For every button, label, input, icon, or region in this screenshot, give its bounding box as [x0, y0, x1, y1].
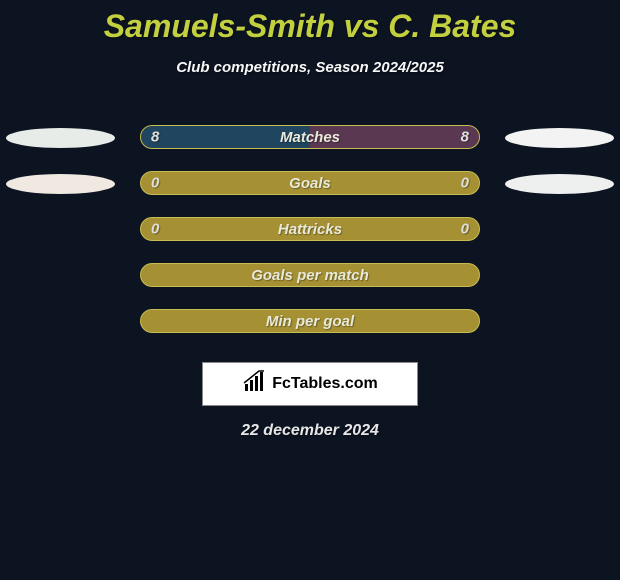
stat-row: Goals per match: [0, 252, 620, 298]
stat-row: 8 8 Matches: [0, 114, 620, 160]
stat-label: Min per goal: [266, 313, 354, 330]
player-marker-left: [6, 128, 115, 148]
stat-value-left: 8: [151, 129, 159, 146]
stat-row: 0 0 Hattricks: [0, 206, 620, 252]
page-title: Samuels-Smith vs C. Bates: [0, 0, 620, 45]
stat-row: Min per goal: [0, 298, 620, 344]
stat-bar: 0 0 Goals: [140, 171, 480, 195]
stats-rows: 8 8 Matches 0 0 Goals 0 0 Hattricks Goals per mat…: [0, 114, 620, 344]
stat-label: Goals: [289, 175, 331, 192]
stat-value-left: 0: [151, 221, 159, 238]
stat-value-right: 8: [461, 129, 469, 146]
footer-brand-text: FcTables.com: [272, 375, 378, 393]
comparison-infographic: Samuels-Smith vs C. Bates Club competiti…: [0, 0, 620, 580]
footer-brand-box: FcTables.com: [202, 362, 418, 406]
stat-value-left: 0: [151, 175, 159, 192]
stat-value-right: 0: [461, 175, 469, 192]
player-marker-right: [505, 174, 614, 194]
stat-bar: Goals per match: [140, 263, 480, 287]
player-marker-right: [505, 128, 614, 148]
stat-label: Matches: [280, 129, 340, 146]
stat-bar: 8 8 Matches: [140, 125, 480, 149]
stat-bar: Min per goal: [140, 309, 480, 333]
player-marker-left: [6, 174, 115, 194]
stat-value-right: 0: [461, 221, 469, 238]
date-text: 22 december 2024: [0, 422, 620, 440]
subtitle: Club competitions, Season 2024/2025: [0, 59, 620, 76]
stat-label: Goals per match: [251, 267, 369, 284]
stat-bar: 0 0 Hattricks: [140, 217, 480, 241]
chart-icon: [242, 370, 266, 399]
stat-row: 0 0 Goals: [0, 160, 620, 206]
stat-label: Hattricks: [278, 221, 342, 238]
